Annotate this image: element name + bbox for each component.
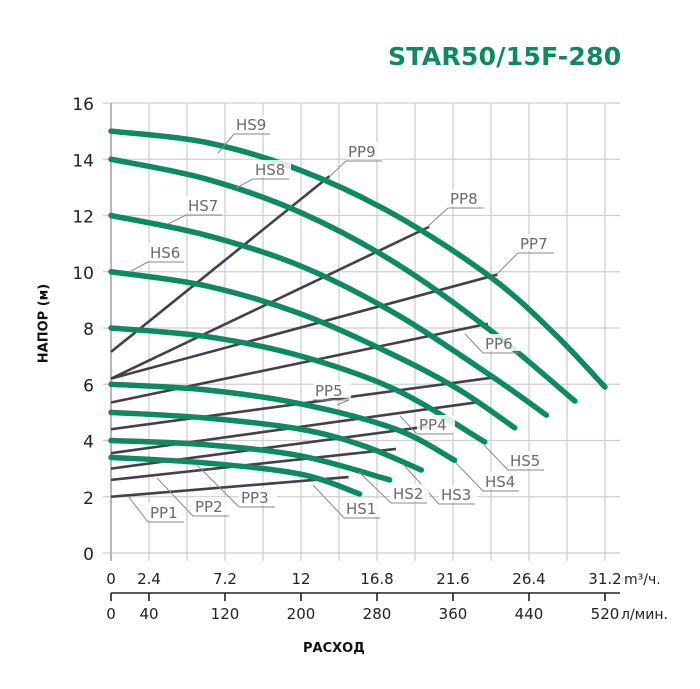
label-pp9: PP9 <box>329 142 384 177</box>
pump-curve-hs3 <box>108 409 425 473</box>
system-curve-pp9 <box>110 175 331 353</box>
svg-text:31.2: 31.2 <box>588 570 621 588</box>
pump-curve-hs2 <box>108 437 393 483</box>
svg-text:HS5: HS5 <box>510 452 540 470</box>
x-axis-ticks: 0 2.4 7.2 12 16.8 21.6 26.4 31.2 m³/ч. 0 40 120 200 2… <box>106 570 668 623</box>
svg-text:120: 120 <box>211 605 240 623</box>
label-hs7: HS7 <box>167 196 224 225</box>
label-hs3: HS3 <box>402 463 477 505</box>
label-pp7: PP7 <box>496 234 556 275</box>
svg-text:PP9: PP9 <box>348 143 376 161</box>
svg-text:6: 6 <box>83 376 94 396</box>
system-curve-pp7 <box>110 273 498 380</box>
label-pp3: PP3 <box>195 463 277 508</box>
label-pp4: PP4 <box>399 415 455 435</box>
y-axis-ticks: 0 2 4 6 8 10 12 14 16 <box>72 95 94 565</box>
svg-text:2: 2 <box>83 489 94 509</box>
svg-text:PP3: PP3 <box>241 489 269 507</box>
svg-text:8: 8 <box>83 320 94 340</box>
svg-text:PP1: PP1 <box>150 504 178 522</box>
svg-text:12: 12 <box>291 570 310 588</box>
curve-labels: HS9 HS8 HS7 HS6 HS5 HS4 HS3 HS2 HS1 PP1 PP2 PP3 PP4 P… <box>127 115 556 523</box>
label-hs8: HS8 <box>235 160 291 189</box>
svg-text:PP7: PP7 <box>520 235 548 253</box>
svg-text:40: 40 <box>139 605 158 623</box>
pump-curve-hs9 <box>108 128 608 390</box>
svg-text:440: 440 <box>515 605 544 623</box>
svg-text:л/мин.: л/мин. <box>621 607 668 623</box>
svg-text:520: 520 <box>591 605 620 623</box>
svg-text:280: 280 <box>363 605 392 623</box>
svg-text:14: 14 <box>72 151 94 171</box>
svg-text:200: 200 <box>287 605 316 623</box>
svg-text:HS3: HS3 <box>441 486 471 504</box>
svg-text:HS1: HS1 <box>346 500 376 518</box>
label-pp6: PP6 <box>464 333 521 354</box>
svg-text:10: 10 <box>72 264 94 284</box>
y-axis-label: НАПОР (м) <box>36 283 52 364</box>
svg-text:HS8: HS8 <box>255 161 285 179</box>
label-hs2: HS2 <box>358 471 429 504</box>
svg-text:HS4: HS4 <box>485 473 515 491</box>
svg-text:16.8: 16.8 <box>360 570 393 588</box>
svg-text:0: 0 <box>106 570 116 588</box>
label-pp5: PP5 <box>313 381 351 406</box>
svg-text:PP2: PP2 <box>195 498 223 516</box>
svg-text:0: 0 <box>106 605 116 623</box>
svg-text:PP4: PP4 <box>419 416 447 434</box>
label-hs1: HS1 <box>312 484 382 519</box>
label-pp8: PP8 <box>426 189 486 228</box>
pump-curve-hs5 <box>108 325 488 445</box>
system-curve-pp2 <box>110 447 397 482</box>
svg-text:7.2: 7.2 <box>213 570 237 588</box>
svg-text:m³/ч.: m³/ч. <box>624 572 661 588</box>
pump-curve-hs6 <box>108 269 518 431</box>
svg-text:4: 4 <box>83 433 94 453</box>
svg-text:0: 0 <box>83 545 94 565</box>
svg-text:PP8: PP8 <box>450 190 478 208</box>
pump-curve-hs1 <box>108 454 363 497</box>
label-hs9: HS9 <box>217 115 272 154</box>
label-pp1: PP1 <box>127 495 186 523</box>
pump-curve-hs4 <box>108 381 458 463</box>
svg-text:21.6: 21.6 <box>436 570 469 588</box>
svg-text:HS9: HS9 <box>236 116 266 134</box>
pump-curve-hs7 <box>108 212 550 418</box>
svg-text:PP5: PP5 <box>315 382 343 400</box>
x-axis-label: РАСХОД <box>303 641 365 656</box>
label-hs6: HS6 <box>130 243 186 272</box>
svg-text:26.4: 26.4 <box>512 570 545 588</box>
svg-text:360: 360 <box>439 605 468 623</box>
svg-text:HS2: HS2 <box>393 485 423 503</box>
svg-text:16: 16 <box>72 95 94 115</box>
system-curve-pp1 <box>110 475 349 499</box>
svg-text:HS7: HS7 <box>188 197 218 215</box>
svg-text:12: 12 <box>72 208 94 228</box>
svg-text:2.4: 2.4 <box>137 570 161 588</box>
label-hs5: HS5 <box>483 444 546 471</box>
svg-text:HS6: HS6 <box>150 244 180 262</box>
svg-text:PP6: PP6 <box>485 335 513 353</box>
label-pp2: PP2 <box>156 477 231 517</box>
chart-title: STAR50/15F-280 <box>388 42 622 71</box>
label-hs4: HS4 <box>454 461 521 492</box>
